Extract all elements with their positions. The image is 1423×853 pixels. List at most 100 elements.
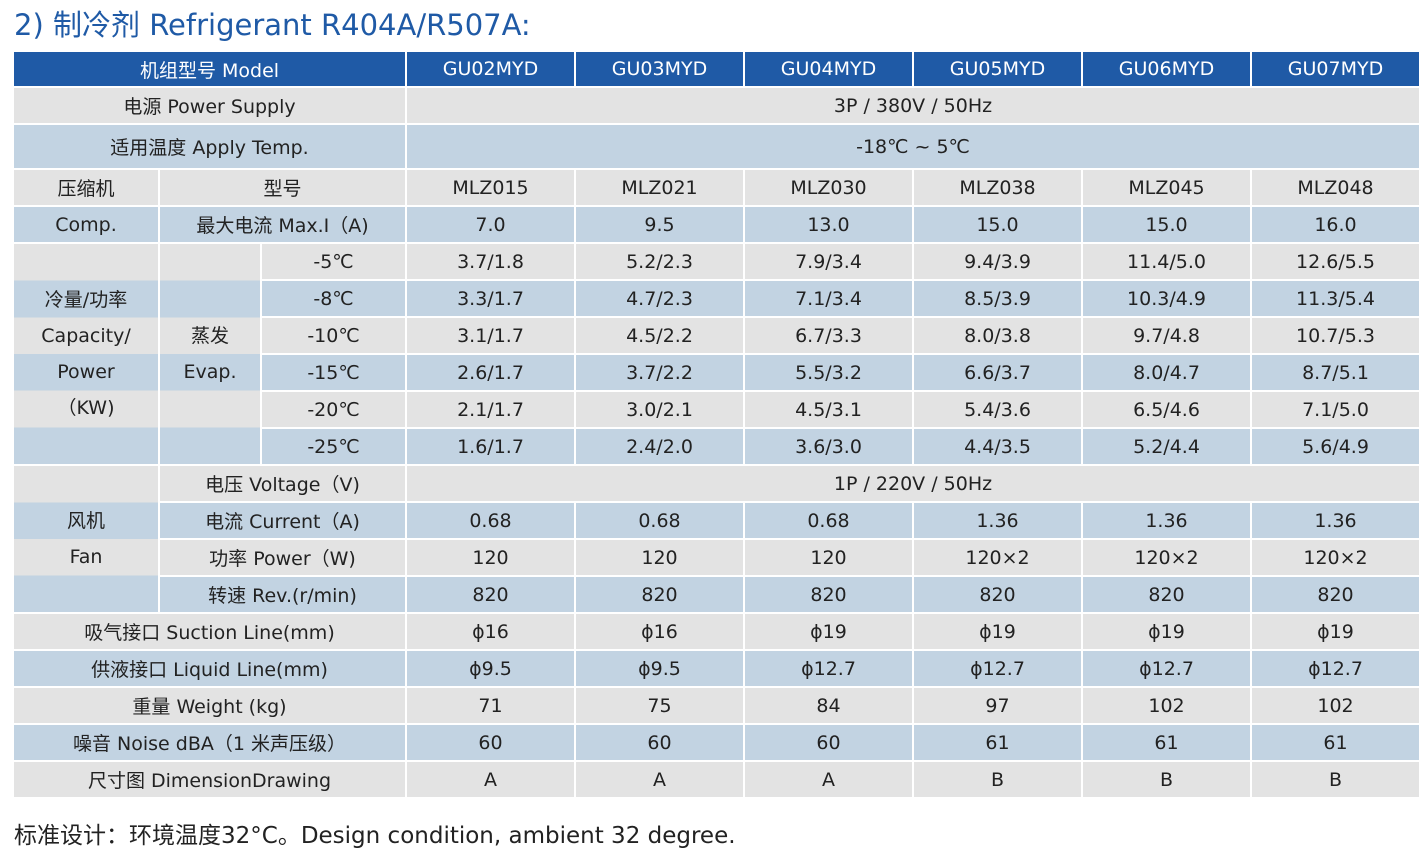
capacity-value: 2.6/1.7 <box>405 353 576 392</box>
capacity-row: -15℃ 2.6/1.7 3.7/2.2 5.5/3.2 6.6/3.7 8.0… <box>13 353 1421 392</box>
capacity-value: 4.7/2.3 <box>574 279 745 318</box>
capacity-row: 冷量/功率 Capacity/ Power （KW) 蒸发 Evap. -5℃ … <box>12 242 1421 466</box>
liquid-label: 供液接口 Liquid Line(mm) <box>12 649 407 688</box>
comp-maxi: 9.5 <box>574 205 745 244</box>
fan-rev: 820 <box>912 575 1083 614</box>
weight-value: 75 <box>574 686 745 725</box>
weight-row: 重量 Weight (kg) 71 75 84 97 102 102 <box>12 686 1421 725</box>
capacity-value: 2.1/1.7 <box>405 390 576 429</box>
fan-power: 120×2 <box>912 538 1083 577</box>
comp-type: MLZ015 <box>405 168 576 207</box>
suction-row: 吸气接口 Suction Line(mm) ϕ16 ϕ16 ϕ19 ϕ19 ϕ1… <box>12 612 1421 651</box>
fan-label-line: Fan <box>69 546 103 568</box>
capacity-value: 5.5/3.2 <box>743 353 914 392</box>
capacity-value: 7.9/3.4 <box>743 242 914 281</box>
suction-value: ϕ19 <box>912 612 1083 651</box>
liquid-value: ϕ12.7 <box>1081 649 1252 688</box>
capacity-value: 9.7/4.8 <box>1081 316 1252 355</box>
weight-value: 102 <box>1250 686 1421 725</box>
evap-group-label: 蒸发 Evap. <box>158 242 262 466</box>
comp-type-row: 压缩机 型号 MLZ015 MLZ021 MLZ030 MLZ038 MLZ04… <box>12 168 1421 207</box>
capacity-group-label: 冷量/功率 Capacity/ Power （KW) <box>12 242 160 466</box>
dimension-value: A <box>405 760 576 799</box>
capacity-value: 8.0/4.7 <box>1081 353 1252 392</box>
capacity-value: 7.1/3.4 <box>743 279 914 318</box>
comp-type-label: 型号 <box>158 168 407 207</box>
fan-power: 120×2 <box>1250 538 1421 577</box>
apply-temp-value: -18℃ ~ 5℃ <box>405 123 1421 170</box>
suction-value: ϕ19 <box>1081 612 1252 651</box>
capacity-value: 8.7/5.1 <box>1250 353 1421 392</box>
suction-value: ϕ19 <box>743 612 914 651</box>
comp-group-label: 压缩机 <box>12 168 160 207</box>
apply-temp-label: 适用温度 Apply Temp. <box>12 123 407 170</box>
power-supply-value: 3P / 380V / 50Hz <box>405 86 1421 125</box>
comp-type: MLZ045 <box>1081 168 1252 207</box>
capacity-value: 5.2/2.3 <box>574 242 745 281</box>
capacity-value: 8.5/3.9 <box>912 279 1083 318</box>
capacity-value: 7.1/5.0 <box>1250 390 1421 429</box>
dimension-row: 尺寸图 DimensionDrawing A A A B B B <box>12 760 1421 799</box>
fan-current: 1.36 <box>1081 501 1252 540</box>
suction-value: ϕ16 <box>405 612 576 651</box>
capacity-value: 1.6/1.7 <box>405 427 576 466</box>
capacity-value: 9.4/3.9 <box>912 242 1083 281</box>
capacity-value: 2.4/2.0 <box>574 427 745 466</box>
model-header: GU03MYD <box>574 50 745 88</box>
comp-maxi: 7.0 <box>405 205 576 244</box>
header-row: 机组型号 Model GU02MYD GU03MYD GU04MYD GU05M… <box>12 50 1421 88</box>
fan-voltage-value: 1P / 220V / 50Hz <box>405 464 1421 503</box>
fan-power: 120×2 <box>1081 538 1252 577</box>
capacity-row: -25℃ 1.6/1.7 2.4/2.0 3.6/3.0 4.4/3.5 5.2… <box>13 427 1421 466</box>
design-note: 标准设计：环境温度32°C。Design condition, ambient … <box>14 823 736 849</box>
fan-group-label: 风机 Fan <box>12 464 160 614</box>
capacity-row: -10℃ 3.1/1.7 4.5/2.2 6.7/3.3 8.0/3.8 9.7… <box>13 316 1421 355</box>
noise-value: 61 <box>912 723 1083 762</box>
capacity-value: 4.5/3.1 <box>743 390 914 429</box>
evap-temp: -8℃ <box>260 279 407 318</box>
weight-value: 71 <box>405 686 576 725</box>
evap-temp: -15℃ <box>260 353 407 392</box>
comp-type: MLZ048 <box>1250 168 1421 207</box>
capacity-value: 6.6/3.7 <box>912 353 1083 392</box>
fan-power: 120 <box>405 538 576 577</box>
model-header: GU04MYD <box>743 50 914 88</box>
suction-value: ϕ16 <box>574 612 745 651</box>
capacity-value: 3.7/1.8 <box>405 242 576 281</box>
fan-voltage-row: 风机 Fan 电压 Voltage（V) 1P / 220V / 50Hz <box>12 464 1421 614</box>
evap-temp: -10℃ <box>260 316 407 355</box>
fan-rev-label: 转速 Rev.(r/min) <box>158 575 407 614</box>
fan-current: 1.36 <box>912 501 1083 540</box>
capacity-value: 3.0/2.1 <box>574 390 745 429</box>
capacity-label-line: 冷量/功率 <box>44 289 128 311</box>
dimension-value: B <box>1250 760 1421 799</box>
fan-power-row: 功率 Power（W) 120 120 120 120×2 120×2 120×… <box>13 538 1421 577</box>
capacity-value: 10.3/4.9 <box>1081 279 1252 318</box>
noise-value: 61 <box>1250 723 1421 762</box>
comp-group-label-en: Comp. <box>12 205 160 244</box>
comp-type: MLZ038 <box>912 168 1083 207</box>
model-header-label: 机组型号 Model <box>12 50 407 88</box>
capacity-value: 6.5/4.6 <box>1081 390 1252 429</box>
dimension-value: B <box>1081 760 1252 799</box>
fan-current: 0.68 <box>574 501 745 540</box>
dimension-value: A <box>743 760 914 799</box>
fan-rev: 820 <box>574 575 745 614</box>
capacity-value: 4.5/2.2 <box>574 316 745 355</box>
fan-rev: 820 <box>1081 575 1252 614</box>
fan-power-label: 功率 Power（W) <box>158 538 407 577</box>
fan-rev: 820 <box>405 575 576 614</box>
liquid-value: ϕ12.7 <box>1250 649 1421 688</box>
liquid-value: ϕ9.5 <box>574 649 745 688</box>
fan-current: 1.36 <box>1250 501 1421 540</box>
weight-value: 102 <box>1081 686 1252 725</box>
capacity-value: 12.6/5.5 <box>1250 242 1421 281</box>
fan-current-label: 电流 Current（A) <box>158 501 407 540</box>
capacity-value: 3.6/3.0 <box>743 427 914 466</box>
liquid-row: 供液接口 Liquid Line(mm) ϕ9.5 ϕ9.5 ϕ12.7 ϕ12… <box>12 649 1421 688</box>
comp-maxi-label: 最大电流 Max.I（A) <box>158 205 407 244</box>
capacity-value: 3.3/1.7 <box>405 279 576 318</box>
capacity-value: 3.1/1.7 <box>405 316 576 355</box>
comp-maxi: 13.0 <box>743 205 914 244</box>
comp-maxi: 15.0 <box>1081 205 1252 244</box>
